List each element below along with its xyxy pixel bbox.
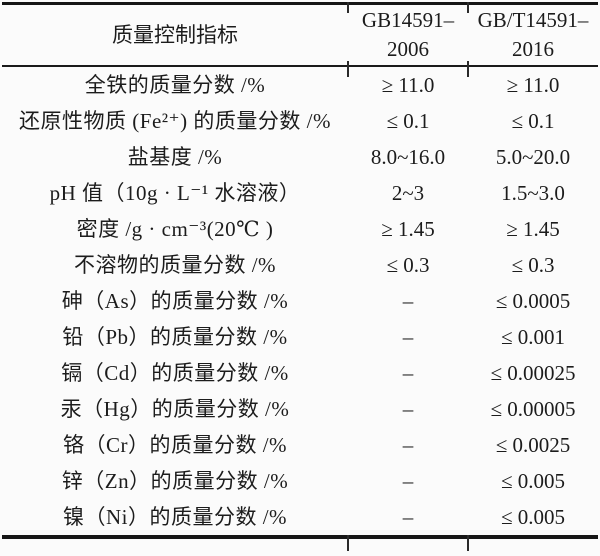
value-2006-cell: 8.0~16.0 [370, 145, 446, 169]
value-2016-cell: ≤ 0.1 [511, 109, 555, 133]
table-row: 汞（Hg）的质量分数 /% – ≤ 0.00005 [2, 391, 598, 427]
value-2006-cell: ≥ 1.45 [381, 217, 435, 241]
table-row: 不溶物的质量分数 /% ≤ 0.3 ≤ 0.3 [2, 247, 598, 283]
table-row: 密度 /g · cm⁻³(20℃ ) ≥ 1.45 ≥ 1.45 [2, 211, 598, 247]
value-2016-cell: ≤ 0.0025 [495, 433, 571, 457]
value-2016-cell: ≤ 0.3 [511, 253, 555, 277]
column-rule-notch [347, 61, 349, 77]
value-2016-cell: ≤ 0.0005 [495, 289, 571, 313]
indicator-cell: 镉（Cd）的质量分数 /% [61, 361, 289, 385]
indicator-cell: 全铁的质量分数 /% [84, 73, 266, 97]
indicator-cell: 盐基度 /% [127, 145, 223, 169]
value-2016-cell: 5.0~20.0 [495, 145, 571, 169]
indicator-cell: 汞（Hg）的质量分数 /% [60, 397, 290, 421]
table-row: 盐基度 /% 8.0~16.0 5.0~20.0 [2, 139, 598, 175]
table-row: 镉（Cd）的质量分数 /% – ≤ 0.00025 [2, 355, 598, 391]
value-2006-cell: – [402, 469, 414, 493]
indicator-cell: 还原性物质 (Fe²⁺) 的质量分数 /% [19, 109, 331, 133]
header-standard-2016: GB/T14591– 2016 [477, 8, 589, 61]
table-row: 铅（Pb）的质量分数 /% – ≤ 0.001 [2, 319, 598, 355]
indicator-cell: pH 值（10g · L⁻¹ 水溶液） [49, 181, 301, 205]
value-2016-cell: ≤ 0.005 [500, 469, 566, 493]
table-header-row: 质量控制指标 GB14591– 2006 GB/T14591– 2016 [2, 4, 598, 66]
indicator-cell: 锌（Zn）的质量分数 /% [61, 469, 289, 493]
table-row: 镍（Ni）的质量分数 /% – ≤ 0.005 [2, 499, 598, 537]
indicator-cell: 铅（Pb）的质量分数 /% [62, 325, 288, 349]
value-2016-cell: 1.5~3.0 [501, 181, 565, 205]
value-2006-cell: – [402, 433, 414, 457]
value-2006-cell: – [402, 505, 414, 529]
table-row: 全铁的质量分数 /% ≥ 11.0 ≥ 11.0 [2, 66, 598, 103]
value-2006-cell: ≥ 11.0 [381, 73, 435, 97]
value-2006-cell: ≤ 0.3 [386, 253, 430, 277]
value-2006-cell: – [402, 397, 414, 421]
value-2006-cell: 2~3 [391, 181, 425, 205]
value-2016-cell: ≥ 11.0 [506, 73, 560, 97]
header-indicator: 质量控制指标 [112, 22, 238, 47]
table-row: pH 值（10g · L⁻¹ 水溶液） 2~3 1.5~3.0 [2, 175, 598, 211]
value-2016-cell: ≤ 0.001 [500, 325, 566, 349]
indicator-cell: 砷（As）的质量分数 /% [61, 289, 289, 313]
indicator-cell: 不溶物的质量分数 /% [73, 253, 277, 277]
value-2016-cell: ≤ 0.005 [500, 505, 566, 529]
indicator-cell: 密度 /g · cm⁻³(20℃ ) [76, 217, 274, 241]
indicator-cell: 铬（Cr）的质量分数 /% [62, 433, 288, 457]
value-2016-cell: ≤ 0.00025 [490, 361, 576, 385]
column-rule-notch [467, 535, 469, 551]
header-standard-2006: GB14591– 2006 [361, 8, 455, 61]
value-2006-cell: – [402, 325, 414, 349]
value-2006-cell: ≤ 0.1 [386, 109, 430, 133]
column-rule-notch [347, 2, 349, 13]
value-2006-cell: – [402, 289, 414, 313]
table-row: 铬（Cr）的质量分数 /% – ≤ 0.0025 [2, 427, 598, 463]
quality-control-table: 质量控制指标 GB14591– 2006 GB/T14591– 2016 全铁的… [2, 2, 598, 539]
value-2006-cell: – [402, 361, 414, 385]
column-rule-notch [467, 61, 469, 77]
indicator-cell: 镍（Ni）的质量分数 /% [62, 505, 288, 529]
value-2016-cell: ≤ 0.00005 [490, 397, 576, 421]
value-2016-cell: ≥ 1.45 [506, 217, 560, 241]
table-row: 还原性物质 (Fe²⁺) 的质量分数 /% ≤ 0.1 ≤ 0.1 [2, 103, 598, 139]
table-row: 锌（Zn）的质量分数 /% – ≤ 0.005 [2, 463, 598, 499]
column-rule-notch [467, 2, 469, 13]
table-row: 砷（As）的质量分数 /% – ≤ 0.0005 [2, 283, 598, 319]
column-rule-notch [347, 535, 349, 551]
